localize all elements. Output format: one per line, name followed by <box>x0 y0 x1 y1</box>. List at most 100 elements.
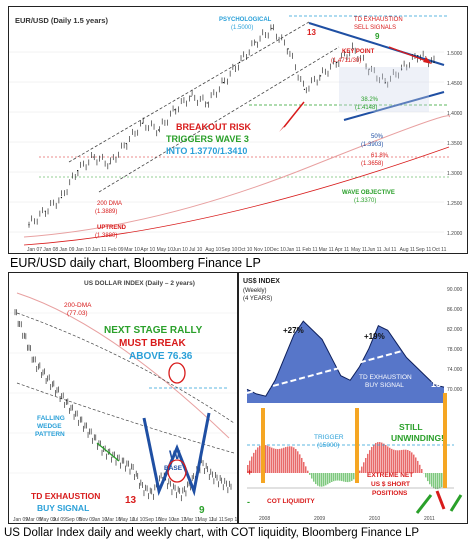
fib382-label: 38.2% <box>361 97 379 103</box>
cot-bar <box>429 473 431 485</box>
signal-bar-1 <box>261 408 265 483</box>
cot-bar <box>437 473 439 490</box>
wedge-line3: PATTERN <box>35 431 65 438</box>
price-point <box>352 48 354 50</box>
y-tick-label: 1.3000 <box>447 171 463 177</box>
cot-bar <box>323 473 325 487</box>
cot-bar <box>305 466 307 473</box>
cot-bar <box>359 470 361 473</box>
cot-bar <box>279 448 281 473</box>
y-tick-label: 1.4500 <box>447 81 463 87</box>
usd-dma-label: 200-DMA <box>64 302 92 309</box>
price-point <box>401 68 403 70</box>
usd-x-tick-label: May 11 <box>198 517 214 523</box>
x-tick-label: Jan 11 <box>92 247 107 253</box>
trigger-label: TRIGGER <box>314 434 344 441</box>
cot-bar <box>397 450 399 473</box>
cot-bar <box>343 473 345 482</box>
cot-bar <box>331 473 333 482</box>
y-tick-label: 1.4000 <box>447 111 463 117</box>
price-point <box>77 169 79 172</box>
td-9-label: 9 <box>375 32 380 41</box>
price-point <box>206 102 208 104</box>
weekly-x-tick-label: 2010 <box>369 516 380 522</box>
rally-line2: MUST BREAK <box>119 338 186 349</box>
price-point <box>44 210 46 212</box>
price-point <box>271 27 273 30</box>
cot-bar <box>351 473 353 481</box>
price-point <box>336 61 338 63</box>
cot-bar <box>257 447 259 473</box>
cot-bar <box>421 469 423 473</box>
cot-bar <box>313 473 315 482</box>
x-tick-label: Jul 10 <box>189 247 203 253</box>
cot-bar <box>309 473 311 475</box>
cot-bar <box>439 473 441 489</box>
cot-bar <box>285 447 287 473</box>
fib382-value: (1.4148) <box>355 105 377 111</box>
cot-bar <box>299 454 301 473</box>
pct27-label: +27% <box>283 326 304 335</box>
x-tick-label: Jan 09 <box>59 247 74 253</box>
y-tick-label: 1.2000 <box>447 231 463 237</box>
price-point <box>28 224 30 226</box>
x-tick-label: Feb 11 <box>302 247 317 253</box>
x-tick-label: Jul 11 <box>383 247 396 253</box>
cot-bar <box>255 449 257 473</box>
plus-label: + <box>247 467 252 477</box>
cot-bar <box>403 449 405 473</box>
cot-bar <box>353 473 355 480</box>
cot-bar <box>303 462 305 473</box>
price-point <box>417 54 419 57</box>
breakout-line2: TRIGGERS WAVE 3 <box>166 134 249 144</box>
extreme-line1: EXTREME NET <box>367 472 413 479</box>
cot-bar <box>433 473 435 489</box>
usd-weekly-area <box>246 320 445 403</box>
x-tick-label: Jan 11 <box>286 247 301 253</box>
price-point <box>320 75 322 77</box>
cot-bar <box>281 448 283 473</box>
price-point <box>125 142 127 145</box>
weekly-y-tick-label: 74.000 <box>447 367 463 373</box>
cot-bar <box>289 446 291 473</box>
usd-weekly-title: US$ INDEX <box>243 278 280 285</box>
weekly-y-tick-label: 70.000 <box>447 387 463 393</box>
cot-bar <box>251 456 253 473</box>
cot-bar <box>363 462 365 473</box>
x-tick-label: Aug 11 <box>400 247 416 253</box>
cot-bar <box>275 448 277 473</box>
still-line1: STILL <box>399 422 423 432</box>
cot-bar <box>287 446 289 473</box>
x-tick-label: May 11 <box>351 247 367 253</box>
cot-bar <box>271 447 273 473</box>
usd-x-tick-label: Sep 10 <box>145 517 161 523</box>
usd-caption: US Dollar Index daily and weekly chart, … <box>4 527 420 539</box>
fib50-label: 50% <box>371 134 384 140</box>
cot-bar <box>371 446 373 473</box>
breakout-line1: BREAKOUT RISK <box>176 122 252 132</box>
x-tick-label: Oct 11 <box>432 247 447 253</box>
x-tick-label: Apr 10 <box>140 247 155 253</box>
cot-bar <box>349 473 351 482</box>
eurusd-caption: EUR/USD daily chart, Bloomberg Finance L… <box>10 256 261 270</box>
cot-bar <box>327 473 329 485</box>
cot-bar <box>277 449 279 473</box>
price-point <box>60 197 63 199</box>
eurusd-chart-panel: 1.5000 1.4500 1.4000 1.3500 1.3000 1.2500 1.20… <box>8 6 468 254</box>
uptrend-label: UPTREND <box>97 225 127 231</box>
breakout-circle <box>167 459 187 483</box>
cot-bar <box>405 449 407 473</box>
base-label: BASE <box>164 465 183 472</box>
td-13-label: 13 <box>307 28 316 37</box>
wedge-line1: FALLING <box>37 415 65 422</box>
price-point <box>255 41 257 43</box>
usd-x-tick-label: Jul 10 <box>132 517 146 523</box>
cot-bar <box>419 464 421 473</box>
signal-bar-2 <box>355 408 359 483</box>
usd-x-tick-label: Jul 11 <box>211 517 224 523</box>
cot-bar <box>335 473 337 481</box>
extreme-line3: POSITIONS <box>372 490 408 497</box>
weekly-x-tick-label: 2009 <box>314 516 325 522</box>
fib618-value: (1.3658) <box>361 161 383 167</box>
x-tick-label: May 10 <box>157 247 174 253</box>
